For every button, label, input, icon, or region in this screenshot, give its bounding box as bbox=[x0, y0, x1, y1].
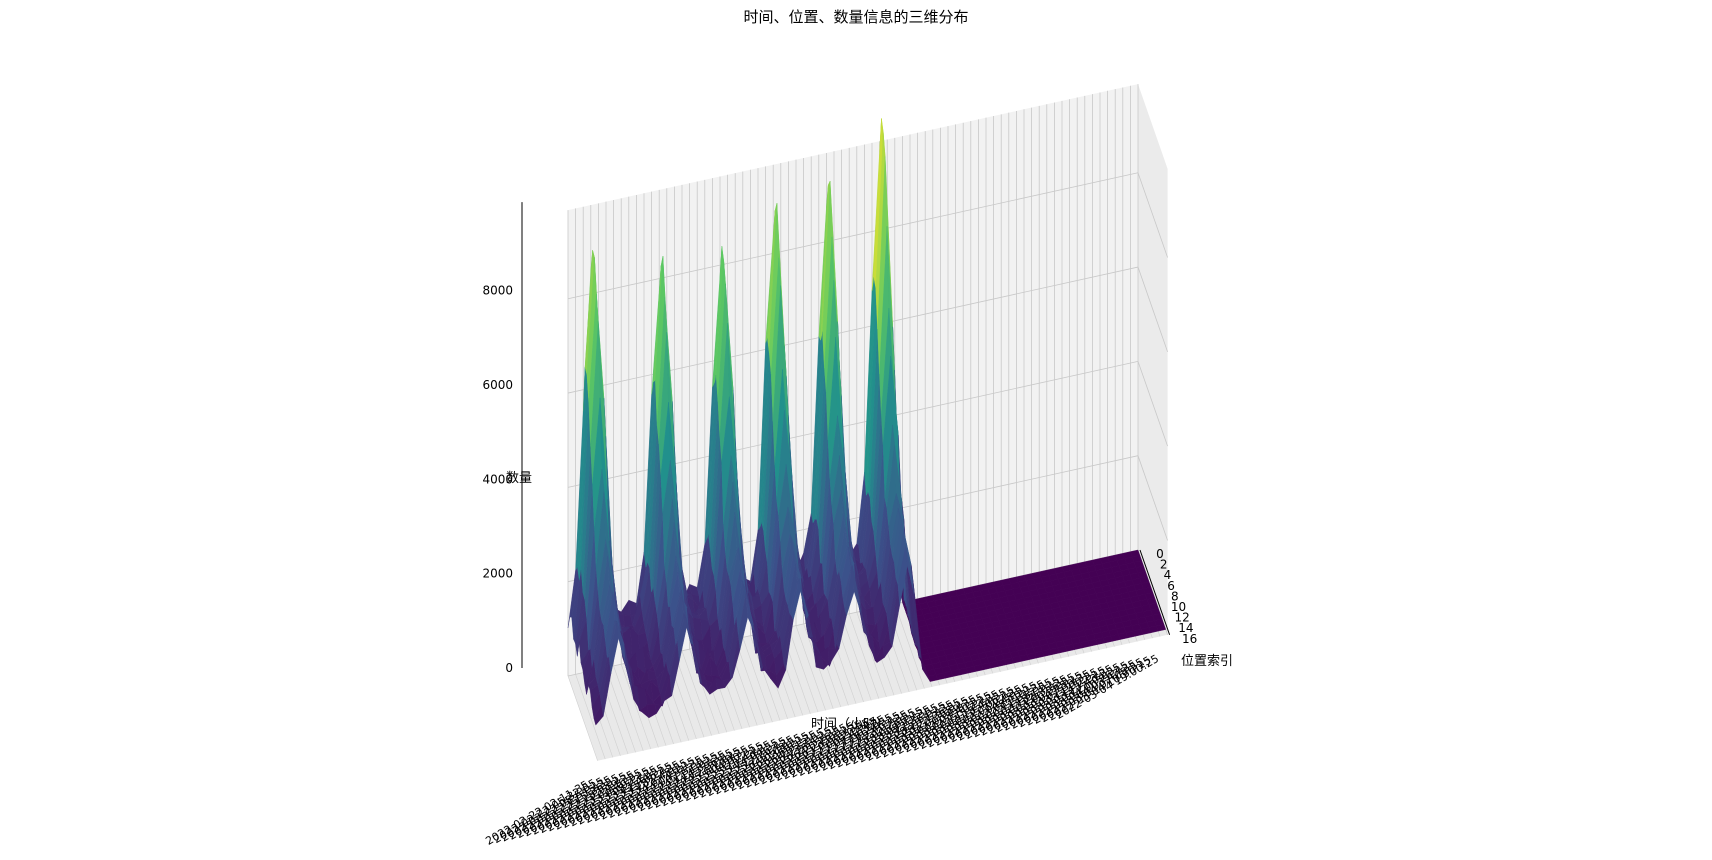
grid-line bbox=[841, 615, 872, 701]
y-tick-label: 8 bbox=[1171, 589, 1179, 603]
grid-line bbox=[848, 613, 880, 699]
grid-line bbox=[788, 627, 819, 713]
grid-line bbox=[575, 674, 606, 760]
x-axis-label: 时间（小时） bbox=[811, 717, 889, 732]
grid-line bbox=[856, 612, 887, 698]
grid-line bbox=[613, 665, 644, 751]
z-tick-label: 2000 bbox=[482, 567, 513, 581]
grid-line bbox=[674, 652, 705, 738]
grid-line bbox=[605, 667, 636, 753]
side-pane bbox=[1138, 84, 1168, 635]
grid-line bbox=[620, 664, 652, 750]
grid-line bbox=[1137, 172, 1168, 258]
z-tick-label: 0 bbox=[505, 661, 513, 675]
grid-line bbox=[795, 625, 826, 711]
grid-line bbox=[567, 675, 598, 761]
z-tick-label: 8000 bbox=[482, 284, 513, 298]
y-tick-label: 16 bbox=[1182, 632, 1197, 646]
grid-line bbox=[734, 638, 766, 724]
surface bbox=[567, 118, 1167, 726]
axis-lines bbox=[521, 202, 1171, 668]
y-tick-label: 0 bbox=[1156, 547, 1164, 561]
y-axis-label: 位置索引 bbox=[1181, 654, 1233, 669]
y-tick-label: 6 bbox=[1167, 579, 1175, 593]
y-tick-label: 14 bbox=[1178, 621, 1193, 635]
grid-line bbox=[742, 637, 773, 723]
grid-line bbox=[1137, 266, 1168, 352]
grid-line bbox=[681, 650, 712, 736]
chart-title: 时间、位置、数量信息的三维分布 bbox=[743, 8, 969, 26]
z-tick-label: 4000 bbox=[482, 472, 513, 486]
y-tick-label: 4 bbox=[1164, 568, 1172, 582]
y-tick-label: 12 bbox=[1175, 611, 1190, 625]
z-tick-label: 6000 bbox=[482, 378, 513, 392]
grid-line bbox=[1137, 361, 1168, 447]
grid-line bbox=[689, 649, 720, 735]
grid-line bbox=[894, 603, 925, 689]
y-tick-label: 10 bbox=[1171, 600, 1186, 614]
grid-line bbox=[1137, 455, 1168, 541]
z-axis-label: 数量 bbox=[506, 471, 532, 486]
y-tick-label: 2 bbox=[1160, 558, 1168, 572]
y-axis-line bbox=[1139, 549, 1171, 635]
surface-patch bbox=[1156, 623, 1167, 632]
